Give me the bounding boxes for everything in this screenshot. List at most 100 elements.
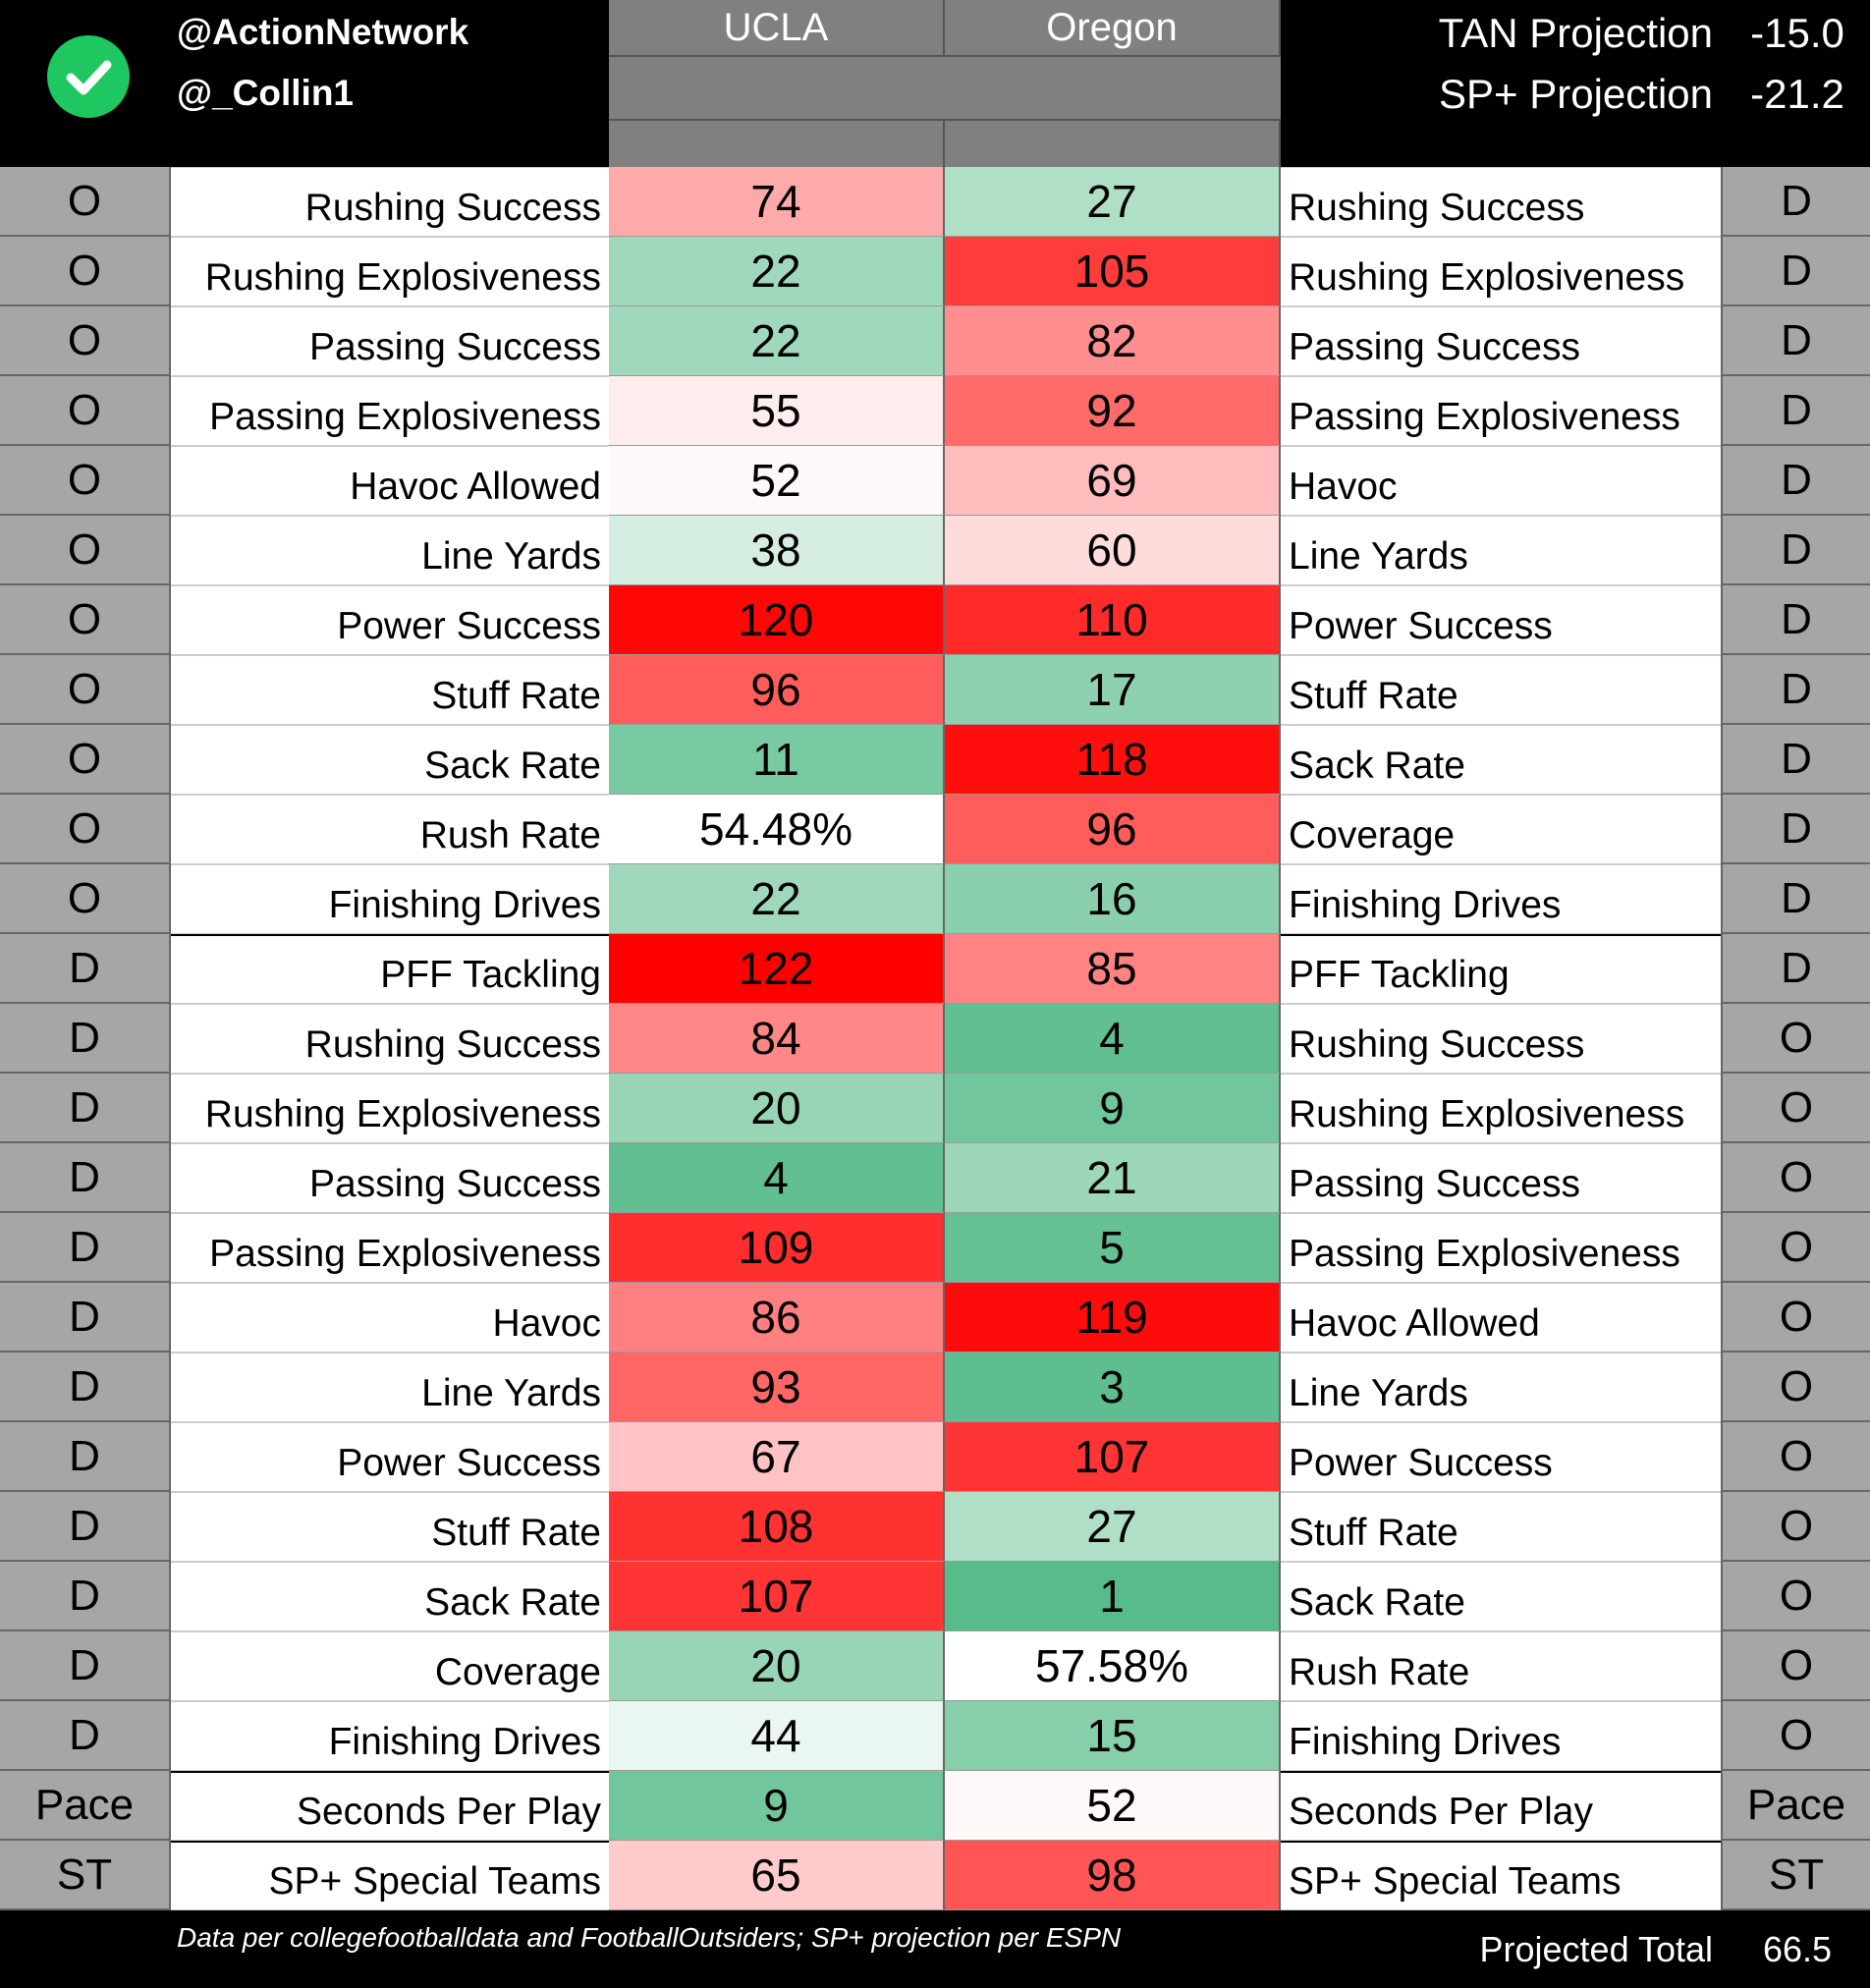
projection-label: TAN Projection	[1438, 10, 1713, 56]
stat-value: 38	[609, 516, 945, 585]
side-label: O	[0, 655, 171, 725]
metric-label: Passing Explosiveness	[1281, 376, 1721, 446]
stat-value: 20	[609, 1074, 945, 1143]
metric-label: Rushing Explosiveness	[171, 1074, 609, 1143]
metric-label: PFF Tackling	[1281, 934, 1721, 1004]
metric-label: Line Yards	[1281, 1353, 1721, 1422]
projection-value: -21.2	[1750, 71, 1844, 117]
stat-value: 55	[609, 376, 945, 446]
metric-label: Havoc Allowed	[1281, 1283, 1721, 1353]
side-label: D	[0, 1422, 171, 1492]
metric-label: Havoc Allowed	[171, 446, 609, 516]
side-label: O	[1721, 1213, 1870, 1283]
stat-value: 118	[945, 725, 1281, 795]
stat-value: 57.58%	[945, 1631, 1281, 1701]
stat-value: 27	[945, 1492, 1281, 1562]
side-label: D	[1721, 864, 1870, 934]
stat-value: 86	[609, 1283, 945, 1353]
stat-value: 44	[609, 1701, 945, 1771]
metric-label: Passing Success	[1281, 1143, 1721, 1213]
stat-value: 108	[609, 1492, 945, 1562]
stat-value: 20	[609, 1631, 945, 1701]
side-label: ST	[0, 1841, 171, 1910]
metric-label: Passing Explosiveness	[1281, 1213, 1721, 1283]
side-label: D	[1721, 376, 1870, 446]
side-label: D	[0, 1701, 171, 1771]
metric-label: Power Success	[171, 1422, 609, 1492]
side-label: O	[1721, 1074, 1870, 1143]
stat-value: 96	[609, 655, 945, 725]
metric-label: Stuff Rate	[1281, 655, 1721, 725]
metric-label: Line Yards	[171, 1353, 609, 1422]
stat-value: 84	[609, 1004, 945, 1074]
side-label: O	[0, 585, 171, 655]
metric-label: PFF Tackling	[171, 934, 609, 1004]
stat-value: 1	[945, 1562, 1281, 1631]
stat-value: 15	[945, 1701, 1281, 1771]
stat-value: 109	[609, 1213, 945, 1283]
side-label: O	[0, 864, 171, 934]
metric-label: Passing Success	[1281, 306, 1721, 376]
metric-label: Stuff Rate	[171, 1492, 609, 1562]
stat-value: 3	[945, 1353, 1281, 1422]
side-label: O	[1721, 1562, 1870, 1631]
metric-label: Sack Rate	[1281, 1562, 1721, 1631]
stat-value: 21	[945, 1143, 1281, 1213]
metric-label: Rush Rate	[171, 795, 609, 864]
metric-label: Rushing Explosiveness	[171, 237, 609, 306]
check-icon	[47, 35, 130, 118]
stat-value: 52	[609, 446, 945, 516]
metric-label: Line Yards	[1281, 516, 1721, 585]
side-label: O	[0, 795, 171, 864]
side-label: O	[1721, 1004, 1870, 1074]
stat-value: 110	[945, 585, 1281, 655]
side-label: D	[0, 1143, 171, 1213]
metric-label: Line Yards	[171, 516, 609, 585]
stat-value: 74	[609, 167, 945, 237]
side-label: D	[0, 1562, 171, 1631]
stat-value: 96	[945, 795, 1281, 864]
stat-value: 22	[609, 306, 945, 376]
metric-label: Power Success	[171, 585, 609, 655]
metric-label: Rush Rate	[1281, 1631, 1721, 1701]
metric-label: Rushing Success	[1281, 167, 1721, 237]
metric-label: Stuff Rate	[1281, 1492, 1721, 1562]
stat-value: 9	[609, 1771, 945, 1841]
stat-value: 119	[945, 1283, 1281, 1353]
metric-label: Finishing Drives	[1281, 1701, 1721, 1771]
stat-value: 82	[945, 306, 1281, 376]
stat-value: 98	[945, 1841, 1281, 1910]
metric-label: SP+ Special Teams	[171, 1841, 609, 1910]
stat-value: 22	[609, 237, 945, 306]
stat-value: 85	[945, 934, 1281, 1004]
side-label: D	[1721, 725, 1870, 795]
side-label: D	[1721, 655, 1870, 725]
side-label: O	[1721, 1283, 1870, 1353]
metric-label: Passing Explosiveness	[171, 1213, 609, 1283]
metric-label: Sack Rate	[171, 725, 609, 795]
team-name: UCLA	[609, 0, 945, 57]
side-label: ST	[1721, 1841, 1870, 1910]
stat-value: 5	[945, 1213, 1281, 1283]
metric-label: Finishing Drives	[171, 864, 609, 934]
metric-label: Seconds Per Play	[171, 1771, 609, 1841]
metric-label: Sack Rate	[171, 1562, 609, 1631]
side-label: D	[0, 1492, 171, 1562]
stat-value: 22	[609, 864, 945, 934]
stat-value: 93	[609, 1353, 945, 1422]
stat-value: 11	[609, 725, 945, 795]
handle: @_Collin1	[177, 73, 354, 113]
side-label: D	[1721, 446, 1870, 516]
stat-value: 60	[945, 516, 1281, 585]
side-label: O	[1721, 1422, 1870, 1492]
handle: @ActionNetwork	[177, 12, 469, 52]
side-label: O	[1721, 1701, 1870, 1771]
stat-value: 4	[945, 1004, 1281, 1074]
metric-label: Rushing Success	[171, 167, 609, 237]
metric-label: SP+ Special Teams	[1281, 1841, 1721, 1910]
side-label: D	[1721, 585, 1870, 655]
stat-value: 105	[945, 237, 1281, 306]
stat-value: 107	[609, 1562, 945, 1631]
metric-label: Coverage	[1281, 795, 1721, 864]
